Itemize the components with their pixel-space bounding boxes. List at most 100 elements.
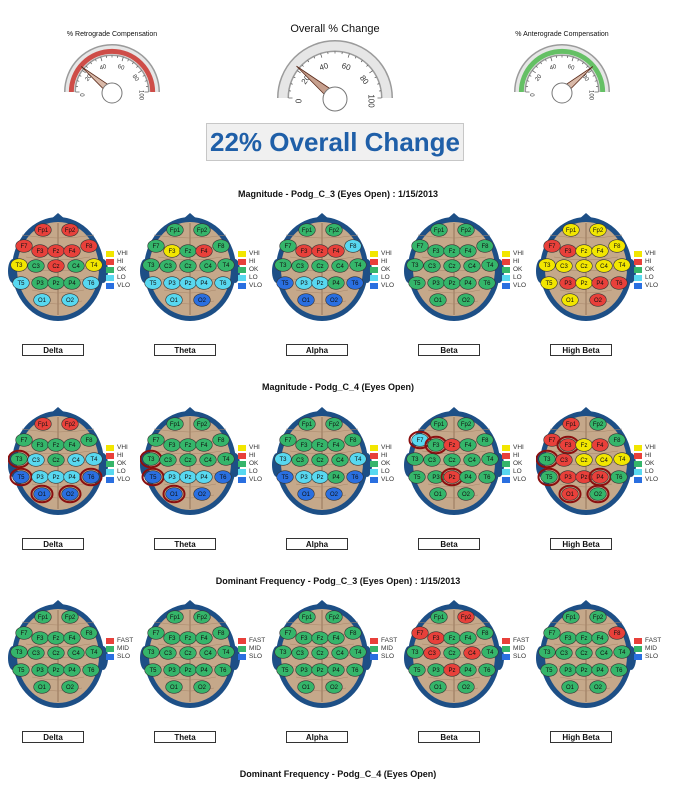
- electrode-label: F3: [300, 443, 308, 449]
- electrode-label: O2: [66, 685, 75, 691]
- electrode-label: O2: [462, 298, 471, 304]
- legend-item: VLO: [370, 282, 394, 290]
- electrode-label: Pz: [52, 281, 59, 287]
- color-legend: VHI HI OK LO VLO: [370, 250, 394, 290]
- electrode-o1: [561, 487, 579, 501]
- legend-label: HI: [513, 258, 520, 265]
- electrode-label: T5: [281, 281, 289, 287]
- legend-item: SLO: [238, 653, 265, 661]
- section-title: Magnitude - Podg_C_3 (Eyes Open) : 1/15/…: [237, 189, 439, 199]
- electrode-label: T5: [413, 475, 421, 481]
- electrode-label: Cz: [580, 651, 587, 657]
- electrode-t6: [610, 663, 628, 677]
- anterograde-gauge-tick-label: 0: [531, 93, 537, 97]
- head-map-svg: Fp1 Fp2 F7 F3 Fz F4 F8 T3 C3 Cz C4 T4 T5 P3 Pz P4 T6 O1 O2: [140, 600, 240, 708]
- electrode-label: T6: [351, 668, 359, 674]
- brain-fold: [427, 676, 481, 681]
- electrode-fp1: [562, 417, 580, 431]
- overall-gauge-tick: [290, 83, 293, 85]
- legend-swatch: [238, 461, 246, 467]
- electrode-label: T4: [354, 650, 362, 656]
- electrode-fp2: [457, 223, 475, 237]
- electrode-label: T3: [411, 263, 419, 269]
- overall-gauge-hub: [322, 86, 348, 112]
- electrode-label: O1: [566, 492, 575, 498]
- electrode-label: P4: [68, 281, 76, 287]
- electrode-t6: [346, 276, 364, 290]
- legend-item: OK: [238, 460, 262, 468]
- electrode-fp2: [61, 223, 79, 237]
- electrode-label: O1: [302, 685, 311, 691]
- electrode-c4: [463, 259, 481, 273]
- electrode-f8: [80, 239, 98, 253]
- overall-gauge-tick: [347, 53, 350, 58]
- color-legend: VHI HI OK LO VLO: [634, 250, 658, 290]
- electrode-label: O2: [330, 492, 339, 498]
- electrode-label: F8: [349, 438, 357, 444]
- electrode-label: F3: [36, 443, 44, 449]
- electrode-label: Fp2: [329, 228, 340, 234]
- band-label: High Beta: [550, 538, 612, 550]
- legend-item: LO: [238, 274, 262, 282]
- electrode-cz: [311, 259, 329, 273]
- legend-label: SLO: [117, 653, 131, 660]
- electrode-p4: [195, 470, 213, 484]
- electrode-label: Cz: [580, 458, 587, 464]
- electrode-f8: [476, 626, 494, 640]
- legend-swatch: [502, 453, 510, 459]
- legend-swatch: [238, 259, 246, 265]
- electrode-label: P4: [68, 668, 76, 674]
- electrode-label: O2: [198, 298, 207, 304]
- electrode-f8: [608, 433, 626, 447]
- electrode-label: F3: [300, 636, 308, 642]
- brain-fold: [549, 428, 623, 433]
- electrode-label: C4: [600, 458, 608, 464]
- retrograde-gauge-tick: [121, 57, 124, 62]
- electrode-label: P4: [200, 668, 208, 674]
- electrode-label: Cz: [52, 458, 59, 464]
- legend-swatch: [238, 469, 246, 475]
- electrode-f8: [344, 239, 362, 253]
- legend-swatch: [370, 469, 378, 475]
- electrode-label: P4: [464, 281, 472, 287]
- legend-label: VLO: [513, 476, 527, 483]
- electrode-cz: [311, 646, 329, 660]
- legend-item: VLO: [238, 476, 262, 484]
- overall-gauge-tick-label: 80: [358, 74, 371, 87]
- electrode-label: Pz: [448, 281, 455, 287]
- electrode-label: T3: [15, 457, 23, 463]
- legend-item: LO: [370, 274, 394, 282]
- legend-item: OK: [106, 460, 130, 468]
- legend-swatch: [634, 654, 642, 660]
- electrode-t3: [10, 258, 28, 272]
- overall-gauge-track: [278, 41, 392, 99]
- electrode-label: C4: [600, 651, 608, 657]
- electrode-cz: [575, 646, 593, 660]
- electrode-label: F8: [349, 631, 357, 637]
- electrode-t3: [10, 645, 28, 659]
- electrode-o2: [61, 293, 79, 307]
- electrode-label: F3: [36, 636, 44, 642]
- electrode-cz: [179, 259, 197, 273]
- brain-map: Fp1 Fp2 F7 F3 Fz F4 F8 T3 C3 Cz C4 T4 T5 P3 Pz P4 T6 O1 O2…: [536, 600, 661, 760]
- section-title: Magnitude - Podg_C_4 (Eyes Open): [261, 382, 415, 392]
- electrode-t4: [217, 645, 235, 659]
- brain-fold: [21, 428, 95, 433]
- electrode-p4: [327, 663, 345, 677]
- overall-gauge-tick: [293, 76, 296, 79]
- legend-label: VLO: [249, 476, 263, 483]
- legend-swatch: [106, 259, 114, 265]
- retrograde-gauge-tick: [138, 70, 142, 74]
- legend-swatch: [238, 638, 246, 644]
- brain-fold: [285, 428, 359, 433]
- electrode-label: Fp1: [38, 422, 49, 428]
- anterograde-gauge-tick: [527, 80, 530, 82]
- electrode-label: Cz: [184, 264, 191, 270]
- electrode-label: P4: [464, 475, 472, 481]
- brain-fold: [21, 621, 95, 626]
- electrode-f4: [195, 631, 213, 645]
- electrode-label: Fz: [581, 443, 588, 449]
- legend-label: VHI: [249, 250, 260, 257]
- electrode-label: Fp1: [566, 615, 577, 621]
- brain-fold: [31, 676, 85, 681]
